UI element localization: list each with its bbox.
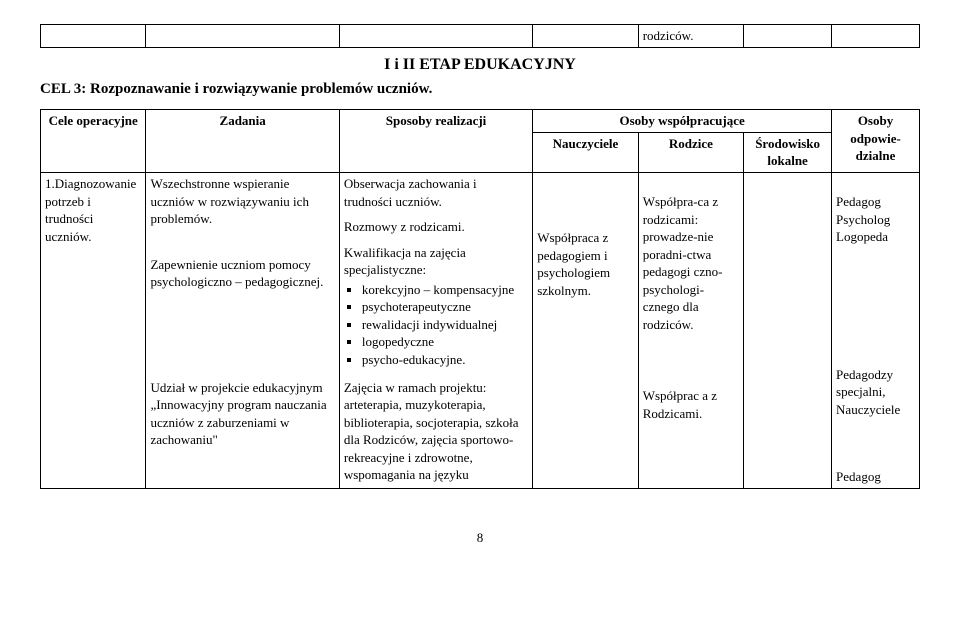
nauczyciele-text: Współpraca z pedagogiem i psychologiem s… (537, 229, 633, 299)
cell-odp: Pedagog Psycholog Logopeda Pedagodzy spe… (832, 173, 920, 489)
stage-title: I i II ETAP EDUKACYJNY (40, 48, 920, 78)
cell-srodowisko (744, 173, 832, 489)
odp-b3: Pedagog (836, 468, 915, 486)
sposoby-list: korekcyjno – kompensacyjne psychoterapeu… (362, 281, 528, 369)
sposoby-p3: Kwalifikacja na zajęcia specjalistyczne: (344, 244, 528, 279)
zadania-block-2: Zapewnienie uczniom pomocy psychologiczn… (150, 256, 334, 291)
sposoby-li4: logopedyczne (362, 333, 528, 351)
top-fragment-table: rodziców. (40, 24, 920, 48)
hdr-zadania: Zadania (146, 110, 339, 173)
hdr-nauczyciele: Nauczyciele (533, 132, 638, 172)
sposoby-li1: korekcyjno – kompensacyjne (362, 281, 528, 299)
hdr-osoby-odp: Osoby odpowie-dzialne (832, 110, 920, 173)
cell-rodzice: Współpra-ca z rodzicami: prowadze-nie po… (638, 173, 743, 489)
sposoby-li2: psychoterapeutyczne (362, 298, 528, 316)
top-cell-2 (146, 25, 339, 48)
top-cell-1 (41, 25, 146, 48)
sposoby-li5: psycho-edukacyjne. (362, 351, 528, 369)
top-cell-6 (744, 25, 832, 48)
main-table: Cele operacyjne Zadania Sposoby realizac… (40, 109, 920, 488)
odp-b2: Pedagodzy specjalni, Nauczyciele (836, 366, 915, 419)
hdr-rodzice: Rodzice (638, 132, 743, 172)
top-cell-3 (339, 25, 532, 48)
cel-heading: CEL 3: Rozpoznawanie i rozwiązywanie pro… (40, 77, 920, 109)
sposoby-p4: Zajęcia w ramach projektu: arteterapia, … (344, 379, 528, 484)
sposoby-li3: rewalidacji indywidualnej (362, 316, 528, 334)
hdr-srodowisko: Środowisko lokalne (744, 132, 832, 172)
sposoby-p2: Rozmowy z rodzicami. (344, 218, 528, 236)
cell-cele: 1.Diagnozowanie potrzeb i trudności uczn… (41, 173, 146, 489)
top-cell-7 (832, 25, 920, 48)
rodzice-b1: Współpra-ca z rodzicami: prowadze-nie po… (643, 193, 739, 333)
page-number: 8 (40, 529, 920, 547)
zadania-block-1: Wszechstronne wspieranie uczniów w rozwi… (150, 175, 334, 228)
odp-b1: Pedagog Psycholog Logopeda (836, 193, 915, 246)
hdr-osoby-wsp: Osoby współpracujące (533, 110, 832, 133)
hdr-cele: Cele operacyjne (41, 110, 146, 173)
cell-nauczyciele: Współpraca z pedagogiem i psychologiem s… (533, 173, 638, 489)
cell-zadania: Wszechstronne wspieranie uczniów w rozwi… (146, 173, 339, 489)
sposoby-p1: Obserwacja zachowania i trudności ucznió… (344, 175, 528, 210)
zadania-block-3: Udział w projekcie edukacyjnym „Innowacy… (150, 379, 334, 449)
rodzice-b2: Współprac a z Rodzicami. (643, 387, 739, 422)
hdr-sposoby: Sposoby realizacji (339, 110, 532, 173)
top-cell-4 (533, 25, 638, 48)
top-cell-5: rodziców. (638, 25, 743, 48)
cell-sposoby: Obserwacja zachowania i trudności ucznió… (339, 173, 532, 489)
